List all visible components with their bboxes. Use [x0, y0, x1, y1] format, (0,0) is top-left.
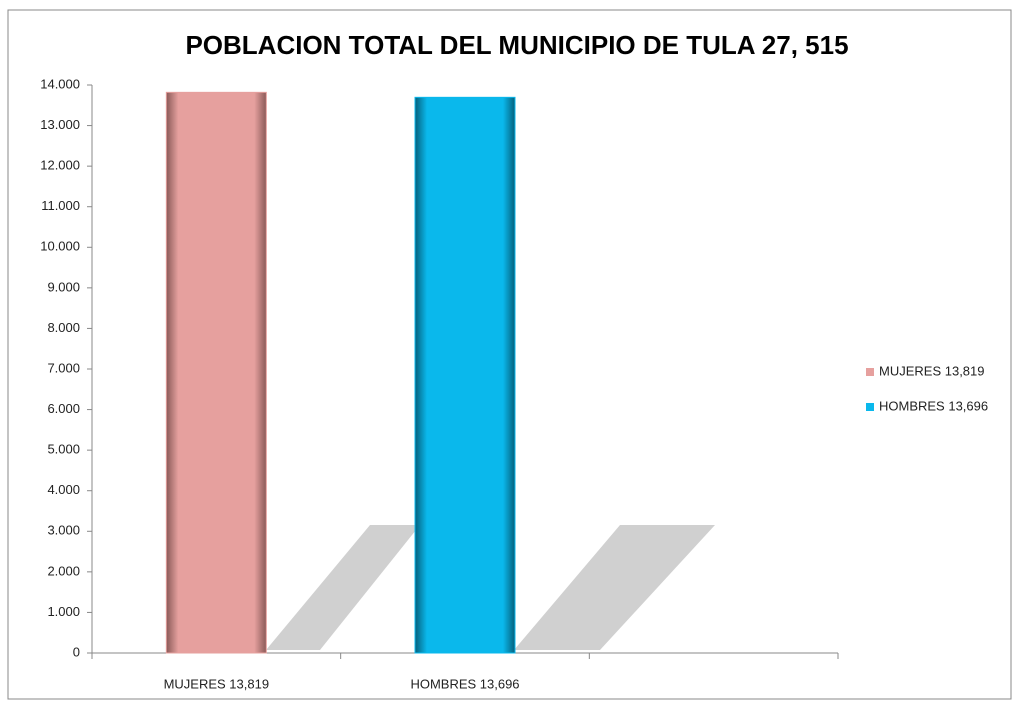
y-tick-label: 8.000 — [47, 320, 80, 335]
y-tick-label: 10.000 — [40, 239, 80, 254]
y-tick-label: 12.000 — [40, 158, 80, 173]
y-tick-label: 14.000 — [40, 76, 80, 91]
y-tick-label: 9.000 — [47, 279, 80, 294]
y-tick-label: 13.000 — [40, 117, 80, 132]
y-tick-label: 3.000 — [47, 523, 80, 538]
y-tick-label: 0 — [73, 644, 80, 659]
chart-title: POBLACION TOTAL DEL MUNICIPIO DE TULA 27… — [185, 30, 848, 60]
y-tick-label: 2.000 — [47, 563, 80, 578]
legend-swatch — [866, 368, 874, 376]
bar — [414, 96, 516, 654]
shadow — [266, 525, 420, 650]
y-tick-label: 11.000 — [41, 198, 80, 213]
x-tick-label: MUJERES 13,819 — [164, 676, 270, 691]
x-tick-label: HOMBRES 13,696 — [410, 676, 519, 691]
y-tick-label: 6.000 — [47, 401, 80, 416]
y-tick-label: 1.000 — [47, 604, 80, 619]
legend-label: MUJERES 13,819 — [879, 363, 985, 378]
y-tick-label: 4.000 — [47, 482, 80, 497]
legend-label: HOMBRES 13,696 — [879, 398, 988, 413]
y-tick-label: 7.000 — [47, 360, 80, 375]
bar — [165, 91, 267, 654]
y-tick-label: 5.000 — [47, 442, 80, 457]
legend-swatch — [866, 403, 874, 411]
shadow — [514, 525, 715, 650]
